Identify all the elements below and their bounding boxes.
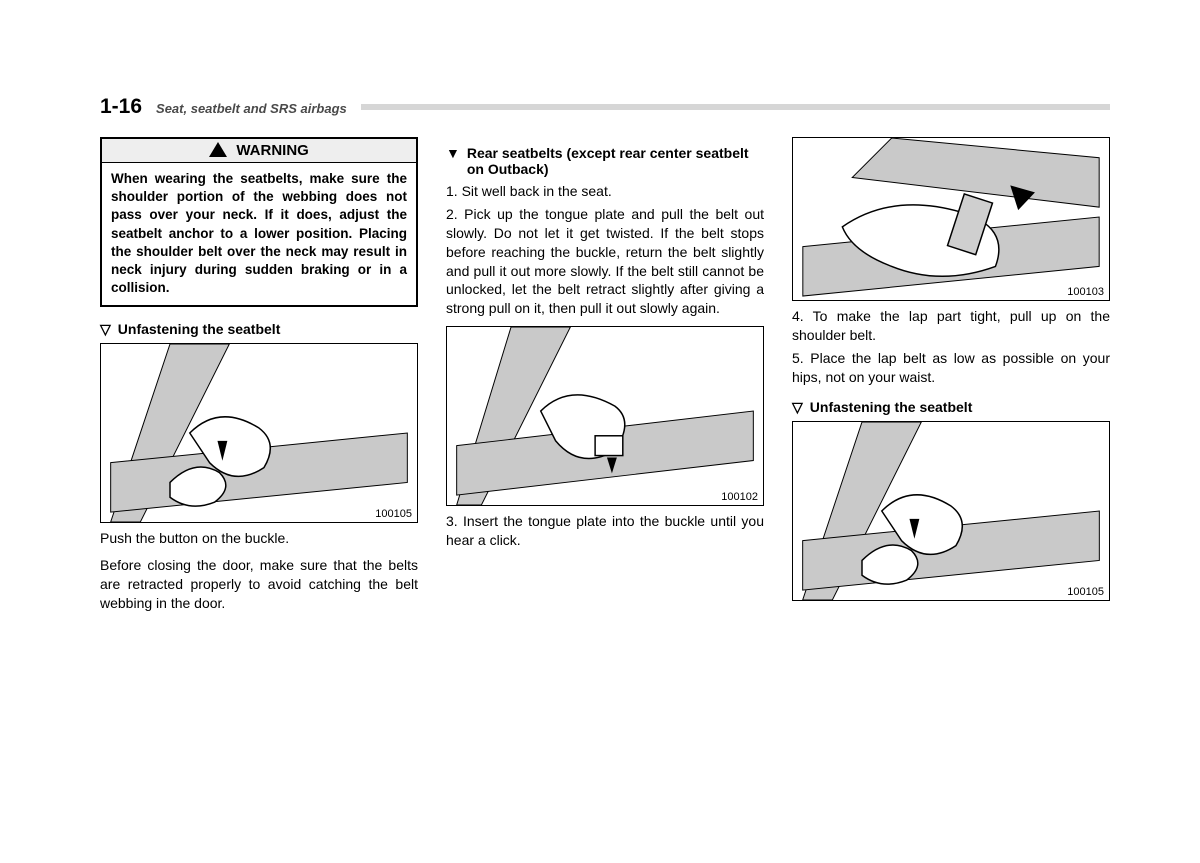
unfasten-heading-2: ▽ Unfastening the seatbelt bbox=[792, 399, 1110, 416]
figure-100105-a: 100105 bbox=[100, 343, 418, 523]
figure-id: 100103 bbox=[1067, 286, 1104, 298]
header-rule bbox=[361, 104, 1110, 110]
figure-100102: 100102 bbox=[446, 326, 764, 506]
page-header: 1-16 Seat, seatbelt and SRS airbags bbox=[100, 95, 1110, 119]
figure-id: 100105 bbox=[375, 508, 412, 520]
figure-id: 100102 bbox=[721, 491, 758, 503]
step-4: 4. To make the lap part tight, pull up o… bbox=[792, 307, 1110, 345]
unfasten-heading-text-2: Unfastening the seatbelt bbox=[810, 399, 973, 415]
paragraph: Push the button on the buckle. bbox=[100, 529, 418, 548]
unfasten-heading-text: Unfastening the seatbelt bbox=[118, 321, 281, 337]
warning-body: When wearing the seatbelts, make sure th… bbox=[102, 163, 416, 305]
unfasten-heading-1: ▽ Unfastening the seatbelt bbox=[100, 321, 418, 338]
warning-label: WARNING bbox=[236, 142, 309, 159]
seatbelt-illustration-icon bbox=[793, 422, 1109, 600]
seatbelt-illustration-icon bbox=[101, 344, 417, 522]
step-3: 3. Insert the tongue plate into the buck… bbox=[446, 512, 764, 550]
triangle-marker-icon: ▽ bbox=[792, 399, 803, 416]
triangle-marker-icon: ▽ bbox=[100, 321, 111, 338]
rear-seatbelts-heading: ▼ Rear seatbelts (except rear center sea… bbox=[446, 145, 764, 177]
step-2: 2. Pick up the tongue plate and pull the… bbox=[446, 205, 764, 318]
page-number: 1-16 bbox=[100, 95, 142, 119]
warning-box: WARNING When wearing the seatbelts, make… bbox=[100, 137, 418, 307]
seatbelt-illustration-icon bbox=[447, 327, 763, 505]
column-1: WARNING When wearing the seatbelts, make… bbox=[100, 137, 418, 622]
chapter-title: Seat, seatbelt and SRS airbags bbox=[156, 101, 347, 116]
column-3: 100103 4. To make the lap part tight, pu… bbox=[792, 137, 1110, 622]
figure-100105-b: 100105 bbox=[792, 421, 1110, 601]
triangle-solid-icon: ▼ bbox=[446, 145, 460, 161]
paragraph: Before closing the door, make sure that … bbox=[100, 556, 418, 613]
warning-header: WARNING bbox=[102, 139, 416, 163]
figure-id: 100105 bbox=[1067, 586, 1104, 598]
step-1: 1. Sit well back in the seat. bbox=[446, 182, 764, 201]
column-2: ▼ Rear seatbelts (except rear center sea… bbox=[446, 137, 764, 622]
step-5: 5. Place the lap belt as low as possible… bbox=[792, 349, 1110, 387]
content-columns: WARNING When wearing the seatbelts, make… bbox=[100, 137, 1110, 622]
figure-100103: 100103 bbox=[792, 137, 1110, 301]
seatbelt-illustration-icon bbox=[793, 138, 1109, 300]
rear-heading-text: Rear seatbelts (except rear center seatb… bbox=[467, 145, 764, 177]
warning-triangle-icon bbox=[209, 142, 227, 157]
